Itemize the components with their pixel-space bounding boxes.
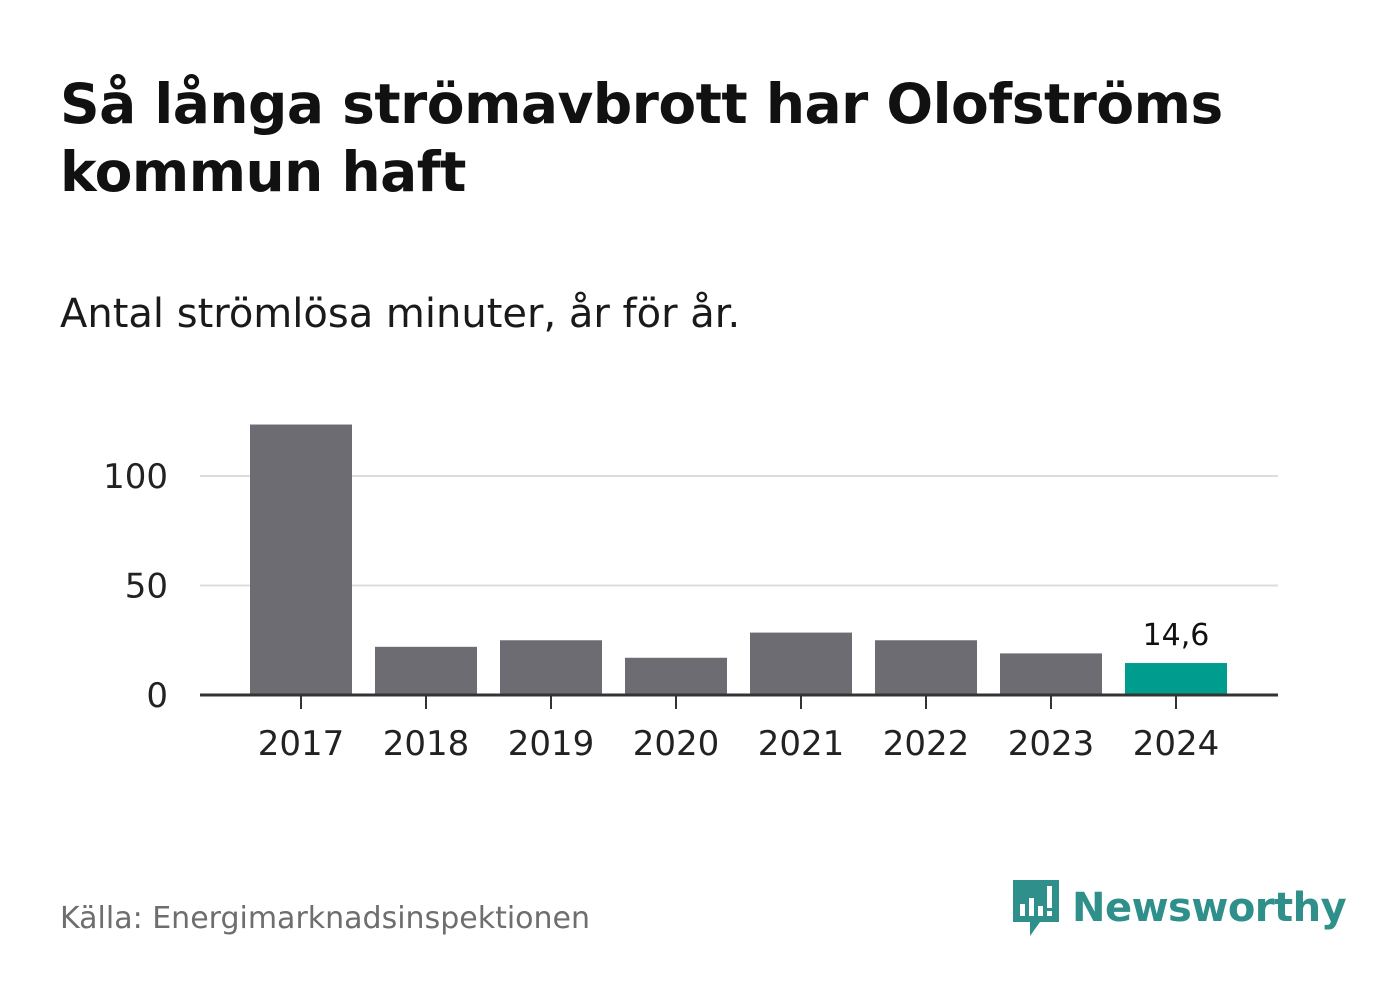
gridlines: [200, 475, 1278, 587]
y-axis-ticks: 0 50 100: [103, 457, 168, 716]
newsworthy-logo-icon: [1013, 880, 1059, 936]
y-tick-label: 50: [125, 567, 168, 607]
bars: [250, 424, 1227, 695]
chart-subtitle: Antal strömlösa minuter, år för år.: [60, 291, 741, 337]
bar-2024[interactable]: [1125, 663, 1227, 695]
x-tick-label: 2024: [1133, 724, 1220, 764]
bar-2020[interactable]: [625, 657, 727, 695]
source-note: Källa: Energimarknadsinspektionen: [60, 901, 591, 936]
x-tick-label: 2022: [883, 724, 970, 764]
x-tick-label: 2021: [758, 724, 845, 764]
y-tick-label: 100: [103, 457, 168, 497]
x-tick-label: 2017: [258, 724, 345, 764]
x-tick-label: 2018: [383, 724, 470, 764]
brand-logo[interactable]: Newsworthy: [1010, 878, 1347, 938]
bar-2023[interactable]: [1000, 653, 1102, 695]
x-tick-label: 2023: [1008, 724, 1095, 764]
x-tick-label: 2020: [633, 724, 720, 764]
bar-2022[interactable]: [875, 640, 977, 695]
bar-2021[interactable]: [750, 632, 852, 695]
data-labels: 14,6: [1143, 618, 1210, 653]
x-tick-label: 2019: [508, 724, 595, 764]
brand-name: Newsworthy: [1072, 885, 1347, 931]
y-tick-label: 0: [146, 676, 168, 716]
data-label: 14,6: [1143, 618, 1210, 653]
chart-title: Så långa strömavbrott har Olofströms kom…: [60, 72, 1223, 204]
bar-2017[interactable]: [250, 424, 352, 695]
bar-2019[interactable]: [500, 640, 602, 695]
x-axis-ticks: 2017 2018 2019 2020 2021 2022 2023 2024: [258, 695, 1220, 764]
bar-2018[interactable]: [375, 646, 477, 695]
